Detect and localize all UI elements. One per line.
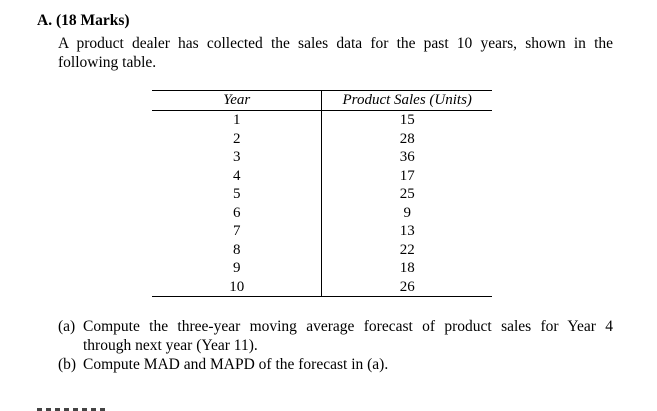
sales-cell: 26 (321, 277, 492, 297)
year-cell: 7 (152, 222, 323, 241)
section-marks: (18 Marks) (55, 12, 130, 29)
question-list: (a) Compute the three-year moving averag… (58, 317, 613, 374)
cropped-next-line (37, 404, 157, 411)
sales-table: Year Product Sales (Units) 1 15 2 28 3 3… (152, 90, 492, 297)
table-row: 10 26 (152, 277, 492, 297)
table-row: 5 25 (152, 185, 492, 204)
question-b-label: (b) (58, 356, 77, 373)
year-cell: 4 (152, 166, 323, 185)
sales-cell: 28 (399, 130, 415, 147)
year-cell: 3 (152, 148, 323, 167)
sales-column-header: Product Sales (Units) (321, 90, 492, 111)
question-a-line-2: through next year (Year 11). (83, 337, 258, 354)
question-b-text: Compute MAD and MAPD of the forecast in … (83, 356, 389, 373)
intro-line-1: A product dealer has collected the sales… (58, 35, 613, 52)
intro-line-2: following table. (58, 54, 157, 71)
sales-cell: 17 (399, 167, 415, 184)
year-cell: 8 (152, 240, 323, 259)
sales-cell: 15 (399, 112, 415, 128)
table-row: 9 18 (152, 259, 492, 278)
sales-cell: 13 (399, 223, 415, 239)
question-a-line-1: Compute the three-year moving average fo… (83, 318, 613, 335)
table-row: 3 36 (152, 148, 492, 167)
year-cell: 2 (152, 129, 323, 148)
year-cell: 10 (152, 277, 323, 297)
section-heading: A. (18 Marks) (37, 12, 130, 30)
year-cell: 5 (152, 185, 323, 204)
question-a-label: (a) (58, 318, 76, 335)
question-a: (a) Compute the three-year moving averag… (58, 317, 613, 355)
year-cell: 1 (152, 110, 323, 130)
table-row: 1 15 (152, 110, 492, 130)
sales-cell: 9 (403, 204, 411, 221)
sales-cell: 18 (399, 260, 415, 276)
table-row: 2 28 (152, 129, 492, 148)
sales-cell: 25 (399, 186, 415, 202)
table-row: 7 13 (152, 222, 492, 241)
table-row: 4 17 (152, 166, 492, 185)
year-column-header: Year (152, 90, 323, 111)
table-row: 8 22 (152, 240, 492, 259)
table-row: 6 9 (152, 203, 492, 222)
question-b: (b) Compute MAD and MAPD of the forecast… (58, 355, 613, 374)
sales-table-header-row: Year Product Sales (Units) (152, 90, 492, 111)
sales-cell: 36 (399, 149, 415, 165)
section-label: A. (37, 12, 53, 29)
sales-cell: 22 (399, 241, 415, 258)
intro-paragraph: A product dealer has collected the sales… (58, 34, 613, 72)
year-cell: 6 (152, 203, 323, 222)
year-cell: 9 (152, 259, 323, 278)
